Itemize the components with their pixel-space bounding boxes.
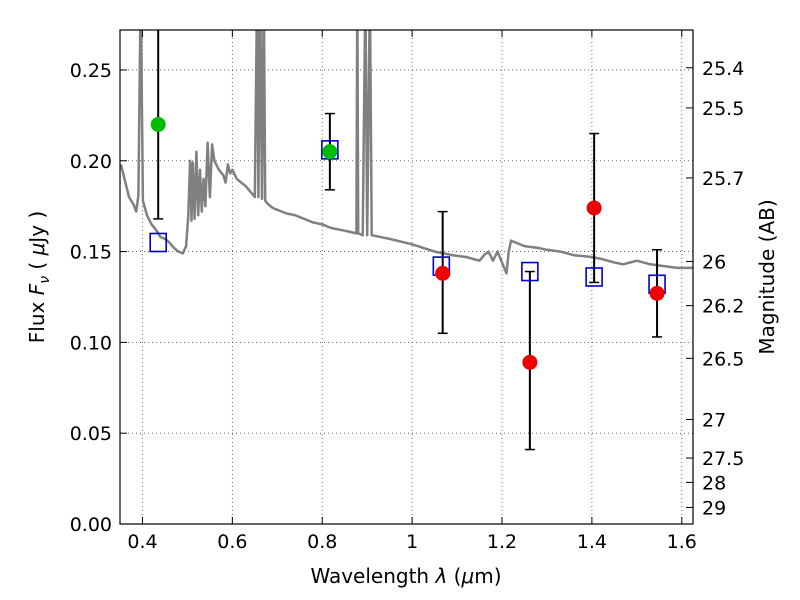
magnitude-axis-label: Magnitude (AB) xyxy=(755,199,779,354)
magnitude-tick-label: 26.2 xyxy=(702,296,744,318)
magnitude-tick-label: 26.5 xyxy=(702,348,744,370)
tick-marks xyxy=(120,30,693,525)
x-tick-label: 1.6 xyxy=(667,531,697,553)
x-tick-label: 0.6 xyxy=(217,531,247,553)
magnitude-tick-label: 28 xyxy=(702,472,726,494)
y-axis-label: Flux Fν ( μJy ) xyxy=(25,211,53,343)
magnitude-tick-label: 26 xyxy=(702,251,726,273)
x-tick-label: 1.4 xyxy=(577,531,607,553)
x-tick-label: 1 xyxy=(406,531,418,553)
x-tick-label: 0.8 xyxy=(307,531,337,553)
y-tick-label: 0.15 xyxy=(70,242,112,264)
y-tick-label: 0.20 xyxy=(70,151,112,173)
model-photometry-marker xyxy=(149,232,167,253)
y-tick-label: 0.00 xyxy=(70,514,112,536)
x-axis-label: Wavelength λ (μm) xyxy=(310,564,501,588)
detection-marker xyxy=(586,200,602,216)
magnitude-tick-label: 25.7 xyxy=(702,168,744,190)
magnitude-tick-labels: 25.4 25.5 25.7 26 26.2 26.5 27 27.528 29 xyxy=(702,58,744,520)
model-photometry-marker xyxy=(585,267,603,287)
y-tick-label: 0.05 xyxy=(70,423,112,445)
magnitude-tick-label: 27 xyxy=(702,409,726,431)
detection-marker xyxy=(150,116,166,132)
model-spectrum-line xyxy=(120,30,693,275)
plot-frame xyxy=(119,29,694,525)
detection-marker xyxy=(322,144,338,160)
detection-marker xyxy=(649,285,665,301)
x-tick-label: 0.4 xyxy=(127,531,157,553)
x-tick-labels: 0.4 0.6 0.8 1 1.2 1.4 1.6 xyxy=(127,531,697,553)
data-layer xyxy=(120,30,693,451)
y-tick-label: 0.25 xyxy=(70,60,112,82)
magnitude-tick-label: 25.4 xyxy=(702,58,744,80)
detection-marker xyxy=(522,354,538,370)
y-tick-labels: 0.00 0.05 0.10 0.15 0.20 0.25 xyxy=(70,60,112,536)
magnitude-tick-label: 27.5 xyxy=(702,448,744,470)
y-tick-label: 0.10 xyxy=(70,332,112,354)
magnitude-tick-label: 25.5 xyxy=(702,98,744,120)
detection-marker xyxy=(435,265,451,281)
magnitude-tick-label: 29 xyxy=(702,497,726,519)
model-photometry-marker xyxy=(521,261,539,282)
plot-background xyxy=(120,30,693,524)
x-tick-label: 1.2 xyxy=(487,531,517,553)
